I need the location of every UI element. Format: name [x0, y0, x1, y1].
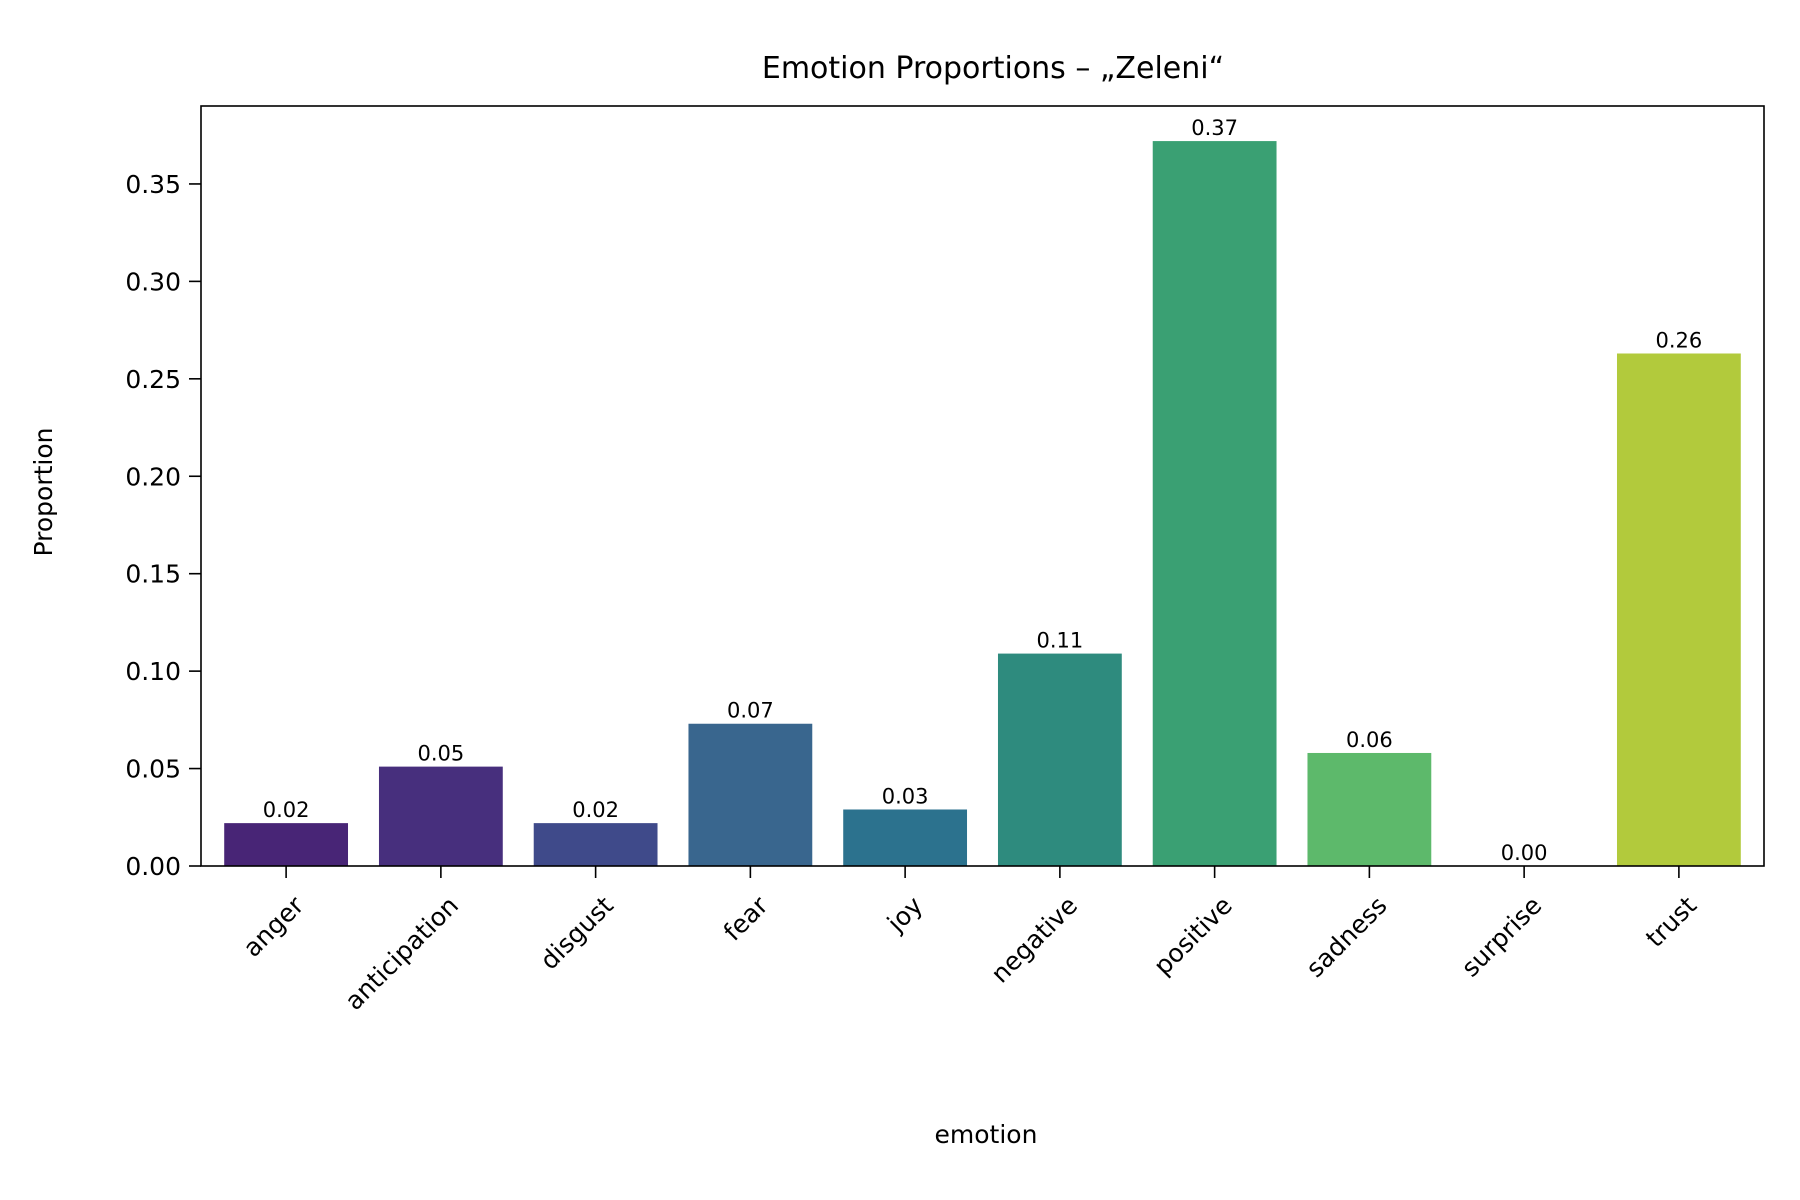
plot-area: 0.02 anger 0.05 anticipation 0.02 disgust 0.07…: [125, 105, 1765, 1016]
x-tick-label-anger: anger: [237, 890, 309, 962]
bar-negative: [997, 653, 1122, 866]
data-label-sadness: 0.06: [1346, 728, 1393, 752]
x-tick-label-joy: joy: [881, 891, 929, 939]
chart-title: Emotion Proportions – „Zeleni“: [762, 51, 1224, 86]
y-tick-label-0: 0.00: [125, 852, 181, 881]
x-tick-label-fear: fear: [718, 890, 774, 946]
bar-disgust: [533, 823, 658, 866]
y-tick-label-1: 0.05: [125, 755, 181, 784]
bar-sadness: [1307, 752, 1432, 866]
bar-joy: [843, 809, 968, 866]
y-tick-label-2: 0.10: [125, 657, 181, 686]
y-tick-label-4: 0.20: [125, 462, 181, 491]
data-label-disgust: 0.02: [572, 798, 619, 822]
x-tick-label-trust: trust: [1640, 891, 1702, 953]
data-label-anger: 0.02: [263, 798, 310, 822]
y-tick-label-5: 0.25: [125, 365, 181, 394]
data-label-surprise: 0.00: [1501, 841, 1548, 865]
x-tick-label-disgust: disgust: [534, 891, 619, 976]
data-label-joy: 0.03: [882, 784, 929, 808]
y-tick-label-3: 0.15: [125, 560, 181, 589]
bar-trust: [1616, 353, 1741, 866]
x-axis-label: emotion: [935, 1120, 1038, 1149]
data-label-anticipation: 0.05: [417, 742, 464, 766]
data-label-trust: 0.26: [1656, 328, 1703, 352]
bar-fear: [688, 723, 813, 866]
x-tick-label-negative: negative: [985, 891, 1083, 989]
x-tick-label-anticipation: anticipation: [339, 891, 464, 1016]
x-tick-label-sadness: sadness: [1300, 891, 1392, 983]
bar-anger: [224, 823, 349, 866]
x-tick-label-positive: positive: [1148, 891, 1238, 981]
y-tick-label-6: 0.30: [125, 267, 181, 296]
axes-frame: [200, 105, 1765, 867]
x-tick-label-surprise: surprise: [1456, 891, 1548, 983]
bar-anticipation: [378, 766, 503, 866]
y-tick-label-7: 0.35: [125, 170, 181, 199]
y-axis-label: Proportion: [29, 428, 58, 557]
data-label-negative: 0.11: [1036, 629, 1083, 653]
data-label-fear: 0.07: [727, 699, 774, 723]
data-label-positive: 0.37: [1191, 116, 1238, 140]
bar-positive: [1152, 141, 1277, 866]
